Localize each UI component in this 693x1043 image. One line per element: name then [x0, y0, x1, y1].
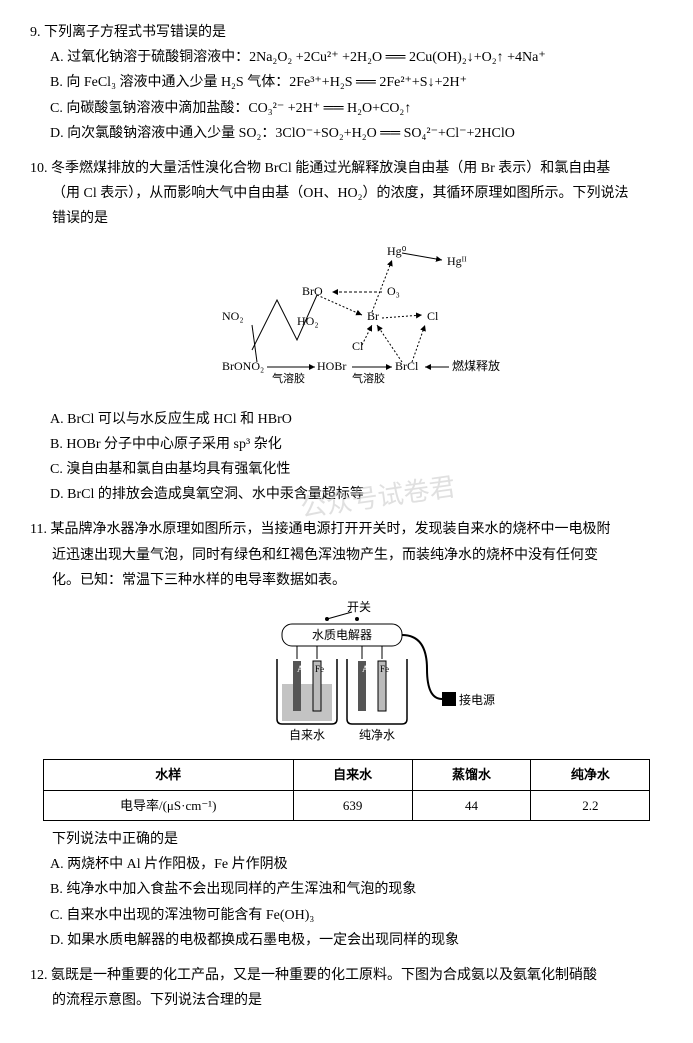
q10-option-c: C. 溴自由基和氯自由基均具有强氧化性: [30, 457, 663, 482]
label-br: Br: [367, 309, 379, 323]
q11-table: 水样 自来水 蒸馏水 纯净水 电导率/(μS·cm⁻¹) 639 44 2.2: [43, 759, 651, 821]
q11-option-a: A. 两烧杯中 Al 片作阳极，Fe 片作阴极: [30, 852, 663, 877]
electrode-fe-1: Fe: [315, 664, 324, 674]
q10-diagram: Hg⁰ Hgᴵᴵ BrO O₃ NO₂ HO₂ Br Cl Cl B: [30, 240, 663, 399]
td-label: 电导率/(μS·cm⁻¹): [43, 790, 293, 820]
label-hobr: HOBr: [317, 359, 346, 373]
question-12: 12. 氨既是一种重要的化工产品，又是一种重要的化工原料。下图为合成氨以及氨氧化…: [30, 963, 663, 1013]
label-cl2: Cl: [352, 339, 364, 353]
q11-stem-2: 近迅速出现大量气泡，同时有绿色和红褐色浑浊物产生，而装纯净水的烧杯中没有任何变: [30, 543, 663, 568]
label-bro: BrO: [302, 284, 323, 298]
electrode-fe-2: Fe: [380, 664, 389, 674]
td-tap: 639: [293, 790, 412, 820]
q9-option-d: D. 向次氯酸钠溶液中通入少量 SO₂：3ClO⁻+SO₂+H₂O ══ SO₄…: [30, 121, 663, 146]
q10-option-a: A. BrCl 可以与水反应生成 HCl 和 HBrO: [30, 407, 663, 432]
q9-option-c: C. 向碳酸氢钠溶液中滴加盐酸：CO₃²⁻ +2H⁺ ══ H₂O+CO₂↑: [30, 96, 663, 121]
q11-option-d: D. 如果水质电解器的电极都换成石墨电极，一定会出现同样的现象: [30, 928, 663, 953]
question-9: 9. 下列离子方程式书写错误的是 A. 过氧化钠溶于硫酸铜溶液中：2Na₂O₂ …: [30, 20, 663, 146]
q9-option-a: A. 过氧化钠溶于硫酸铜溶液中：2Na₂O₂ +2Cu²⁺ +2H₂O ══ 2…: [30, 45, 663, 70]
q11-post-stem: 下列说法中正确的是: [30, 827, 663, 852]
q12-num: 12.: [30, 968, 48, 983]
q11-option-b: B. 纯净水中加入食盐不会出现同样的产生浑浊和气泡的现象: [30, 877, 663, 902]
q11-text-1: 某品牌净水器净水原理如图所示，当接通电源打开开关时，发现装自来水的烧杯中一电极附: [50, 522, 610, 537]
device-box-label: 水质电解器: [311, 628, 371, 642]
label-aerosol2: 气溶胶: [352, 371, 385, 385]
th-sample: 水样: [43, 760, 293, 790]
q12-stem-2: 的流程示意图。下列说法合理的是: [30, 988, 663, 1013]
q10-num: 10.: [30, 161, 48, 176]
electrode-al-2: Al: [362, 664, 371, 674]
electrode-al-1: Al: [297, 664, 306, 674]
q10-stem-3: 错误的是: [30, 206, 663, 231]
q11-stem-1: 11. 某品牌净水器净水原理如图所示，当接通电源打开开关时，发现装自来水的烧杯中…: [30, 517, 663, 542]
label-cl: Cl: [427, 309, 439, 323]
q11-stem-3: 化。已知：常温下三种水样的电导率数据如表。: [30, 568, 663, 593]
q10-stem-2: （用 Cl 表示），从而影响大气中自由基（OH、HO₂）的浓度，其循环原理如图所…: [30, 181, 663, 206]
q10-text-1: 冬季燃煤排放的大量活性溴化合物 BrCl 能通过光解释放溴自由基（用 Br 表示…: [51, 161, 610, 176]
plug-label: 接电源: [459, 692, 495, 707]
q9-stem: 9. 下列离子方程式书写错误的是: [30, 20, 663, 45]
q11-device-diagram: 开关 水质电解器 Al Fe 自来水 Al Fe: [30, 599, 663, 753]
td-distilled: 44: [412, 790, 531, 820]
label-hg0: Hg⁰: [387, 244, 407, 258]
question-11: 11. 某品牌净水器净水原理如图所示，当接通电源打开开关时，发现装自来水的烧杯中…: [30, 517, 663, 952]
q9-option-b: B. 向 FeCl₃ 溶液中通入少量 H₂S 气体：2Fe³⁺+H₂S ══ 2…: [30, 70, 663, 95]
label-emit: 燃煤释放: [452, 358, 500, 373]
question-10: 10. 冬季燃煤排放的大量活性溴化合物 BrCl 能通过光解释放溴自由基（用 B…: [30, 156, 663, 508]
q9-text: 下列离子方程式书写错误的是: [44, 25, 226, 40]
q9-num: 9.: [30, 25, 41, 40]
table-header-row: 水样 自来水 蒸馏水 纯净水: [43, 760, 650, 790]
q12-text-1: 氨既是一种重要的化工产品，又是一种重要的化工原料。下图为合成氨以及氨氧化制硝酸: [51, 968, 597, 983]
th-pure: 纯净水: [531, 760, 650, 790]
q12-stem-1: 12. 氨既是一种重要的化工产品，又是一种重要的化工原料。下图为合成氨以及氨氧化…: [30, 963, 663, 988]
th-tap: 自来水: [293, 760, 412, 790]
label-o3: O₃: [387, 284, 400, 298]
label-hgii: Hgᴵᴵ: [447, 254, 467, 268]
label-brono2: BrONO₂: [222, 359, 264, 373]
label-no2: NO₂: [222, 309, 244, 323]
q10-option-d: D. BrCl 的排放会造成臭氧空洞、水中汞含量超标等: [30, 482, 663, 507]
q10-option-b: B. HOBr 分子中中心原子采用 sp³ 杂化: [30, 432, 663, 457]
label-brcl: BrCl: [395, 359, 419, 373]
th-distilled: 蒸馏水: [412, 760, 531, 790]
td-pure: 2.2: [531, 790, 650, 820]
q10-stem-1: 10. 冬季燃煤排放的大量活性溴化合物 BrCl 能通过光解释放溴自由基（用 B…: [30, 156, 663, 181]
left-beaker-label: 自来水: [288, 728, 324, 742]
table-data-row: 电导率/(μS·cm⁻¹) 639 44 2.2: [43, 790, 650, 820]
q11-option-c: C. 自来水中出现的浑浊物可能含有 Fe(OH)₃: [30, 903, 663, 928]
q11-num: 11.: [30, 522, 47, 537]
label-aerosol1: 气溶胶: [272, 371, 305, 385]
right-beaker-label: 纯净水: [358, 728, 394, 742]
